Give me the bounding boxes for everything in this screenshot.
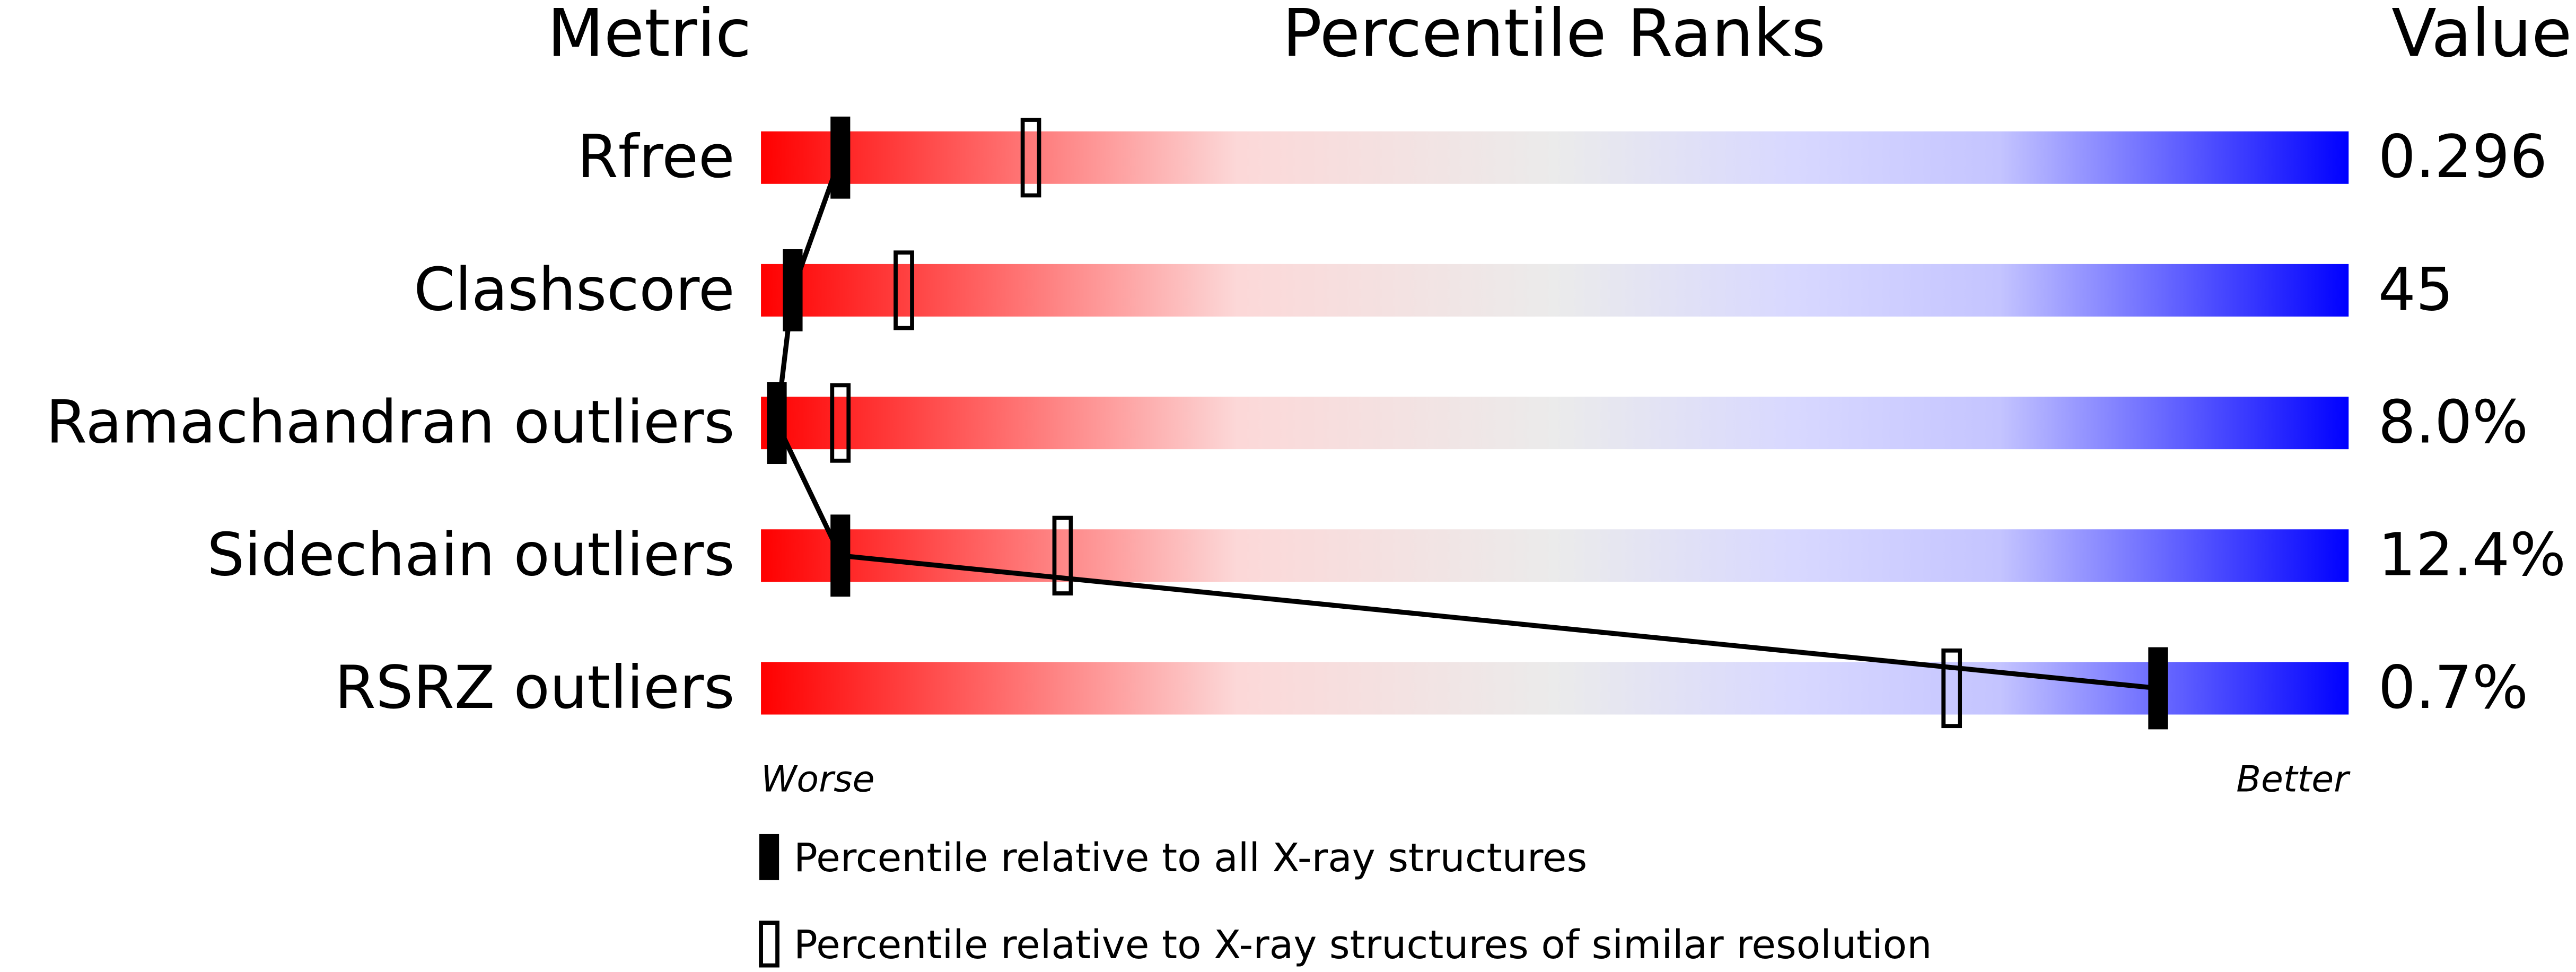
rank-marker-similar (830, 383, 851, 463)
better-label: Better (2236, 758, 2351, 800)
percentile-bar (761, 131, 2349, 184)
metric-header: Metric (547, 0, 751, 72)
legend-swatch (759, 834, 779, 880)
worse-label: Worse (761, 758, 874, 800)
percentile-bar (761, 662, 2349, 715)
value-label: 12.4% (2378, 521, 2566, 590)
legend-swatch (759, 921, 779, 968)
value-label: 0.7% (2378, 654, 2528, 722)
rank-marker-all (783, 249, 803, 331)
rank-marker-similar (1052, 515, 1073, 596)
value-header: Value (2391, 0, 2572, 72)
percentile-bar (761, 264, 2349, 317)
legend-label: Percentile relative to X-ray structures … (794, 922, 1932, 968)
rank-marker-all (830, 116, 851, 199)
metric-label: Rfree (577, 123, 734, 191)
rank-marker-all (767, 382, 787, 465)
rank-marker-all (830, 514, 851, 597)
rank-marker-all (2148, 647, 2168, 730)
metric-label: Sidechain outliers (207, 521, 734, 590)
ranks-header: Percentile Ranks (1282, 0, 1825, 72)
rank-marker-similar (1020, 118, 1041, 198)
rank-marker-similar (893, 250, 914, 330)
metric-label: RSRZ outliers (335, 654, 734, 722)
value-label: 0.296 (2378, 123, 2547, 191)
rank-marker-similar (1941, 648, 1962, 729)
metric-label: Clashscore (414, 256, 734, 324)
value-label: 45 (2378, 256, 2454, 324)
legend-label: Percentile relative to all X-ray structu… (794, 835, 1587, 881)
metric-label: Ramachandran outliers (46, 389, 735, 457)
percentile-bar (761, 397, 2349, 450)
value-label: 8.0% (2378, 389, 2528, 457)
